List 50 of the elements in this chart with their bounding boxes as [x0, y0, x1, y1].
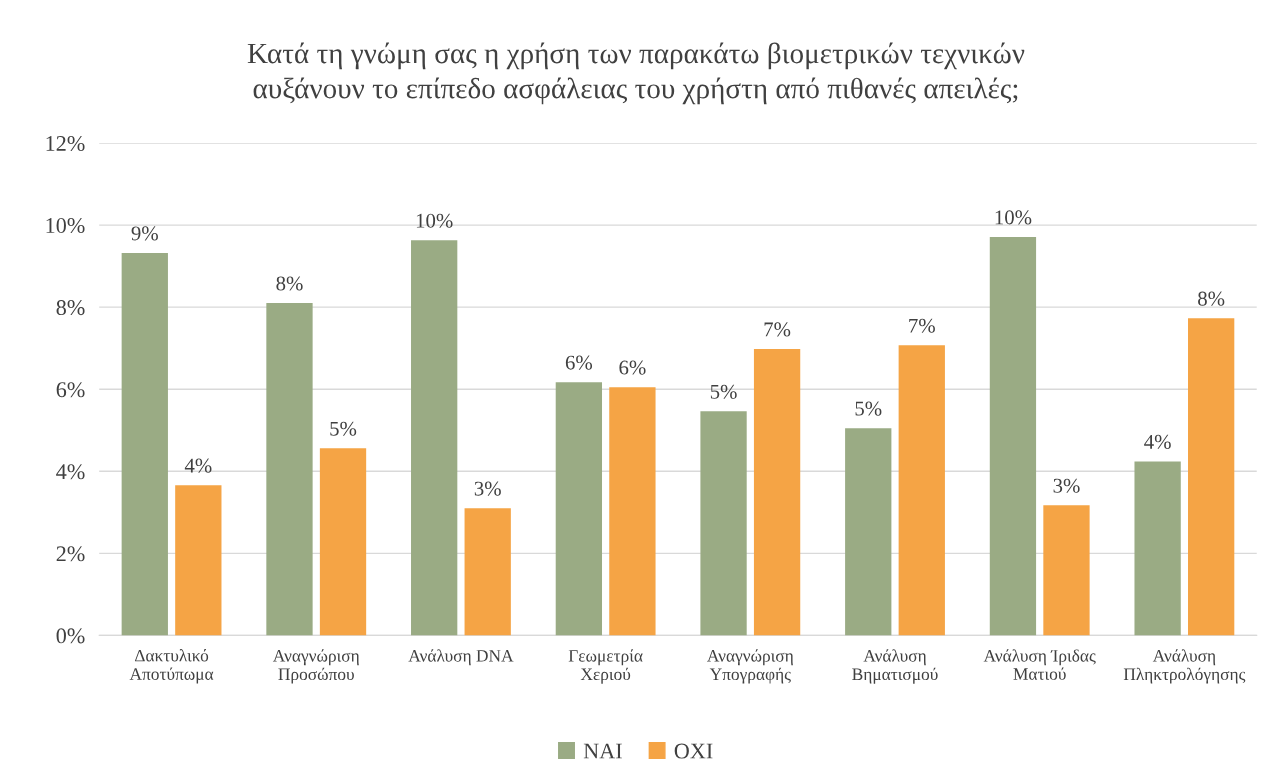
bar: [845, 428, 892, 636]
bar: [555, 382, 603, 636]
bar: [175, 485, 222, 636]
bar: [898, 345, 945, 636]
data-label: 7%: [764, 322, 791, 337]
x-tick-label: Ανάλυση Πληκτρολόγησης: [1123, 649, 1246, 684]
data-label: 7%: [909, 318, 935, 333]
x-tick-label: Αναγνώριση Προσώπου: [272, 649, 359, 684]
data-label: 5%: [330, 421, 357, 436]
x-tick-label: Αναγνώριση Υπογραφής: [707, 649, 793, 684]
y-tick-label: 12%: [46, 135, 85, 152]
bar: [989, 236, 1037, 636]
x-tick-label: Δακτυλικό Αποτύπωμα: [129, 649, 214, 684]
y-tick-label: 4%: [56, 464, 85, 480]
bar: [266, 303, 313, 636]
data-label: 6%: [565, 355, 593, 370]
bar: [1134, 461, 1181, 636]
data-label: 4%: [1144, 434, 1171, 449]
data-label: 5%: [855, 401, 882, 416]
y-tick-label: 0%: [56, 628, 85, 644]
bar: [609, 387, 656, 636]
data-label: 4%: [184, 458, 212, 473]
bar: [464, 508, 511, 636]
data-label: 6%: [619, 360, 646, 375]
bar: [1043, 505, 1090, 636]
bar: [319, 448, 367, 636]
data-label: 10%: [995, 210, 1032, 225]
bar: [700, 411, 747, 636]
x-tick-label: Ανάλυση Ίριδας Ματιού: [983, 649, 1096, 680]
data-label: 8%: [1198, 291, 1225, 306]
bar: [121, 252, 168, 636]
y-tick-label: 8%: [56, 300, 85, 316]
y-tick-label: 6%: [56, 382, 85, 398]
data-label: 9%: [131, 226, 158, 241]
legend-label: ΟΧΙ: [674, 743, 713, 759]
data-label: 10%: [416, 213, 453, 228]
x-tick-label: Γεωμετρία Χεριού: [568, 649, 643, 684]
bar: [1188, 318, 1235, 636]
x-tick-label: Ανάλυση DNA: [408, 649, 514, 666]
y-tick-label: 10%: [46, 218, 85, 234]
bar: [753, 348, 801, 636]
x-tick-label: Ανάλυση Βηματισμού: [852, 649, 938, 684]
data-label: 3%: [1053, 478, 1080, 493]
legend-label: ΝΑΙ: [583, 743, 622, 759]
y-tick-label: 2%: [56, 546, 85, 562]
data-label: 3%: [474, 481, 501, 496]
data-label: 8%: [276, 276, 303, 291]
chart-title: Κατά τη γνώμη σας η χρήση των παρακάτω βιομετρικών τεχνικών αυξάνουν το επίπεδο ασφάλειας του χρήστη από πιθανές απειλές;: [247, 42, 1025, 105]
bar: [411, 240, 458, 636]
data-label: 5%: [710, 384, 737, 399]
